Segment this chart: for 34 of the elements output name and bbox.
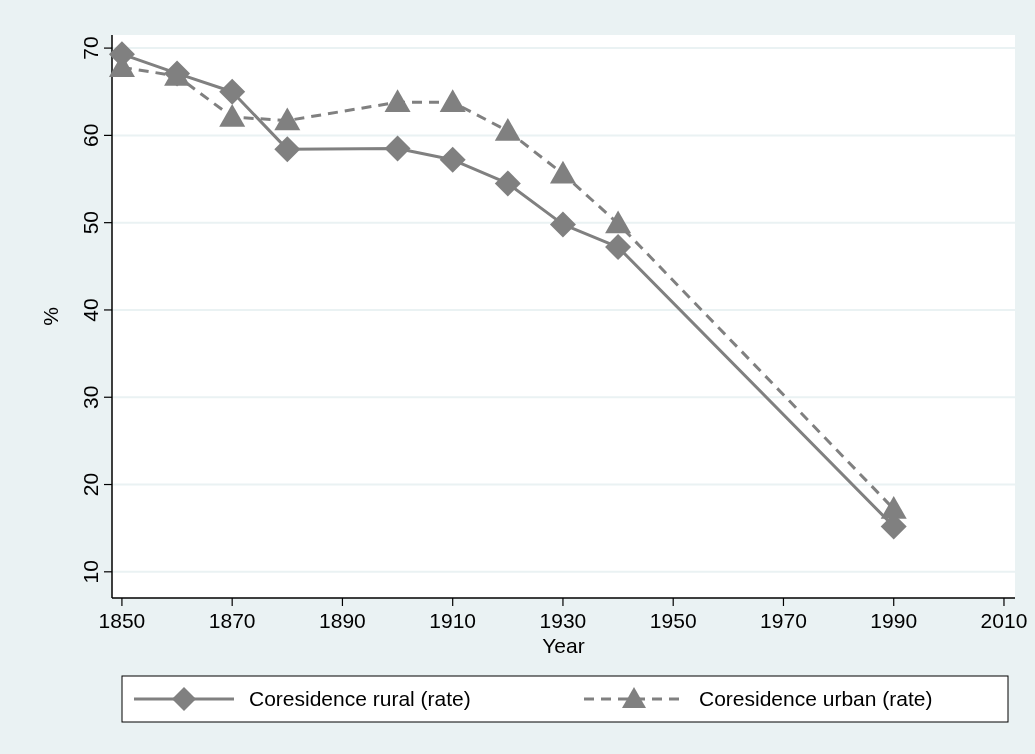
point <box>439 146 466 173</box>
x-axis-title: Year <box>542 634 585 657</box>
point <box>439 89 466 112</box>
y-tick-label: 30 <box>79 385 102 409</box>
x-tick-label: 1890 <box>319 609 366 632</box>
point <box>274 136 301 163</box>
point <box>384 89 411 112</box>
point <box>494 118 521 141</box>
y-tick-label: 10 <box>79 560 102 584</box>
x-tick-label: 1950 <box>649 609 697 632</box>
point <box>219 78 246 105</box>
y-tick-label: 50 <box>79 210 102 235</box>
point <box>605 210 632 234</box>
x-tick-label: 1850 <box>98 609 146 632</box>
point <box>384 135 411 162</box>
x-tick-label: 2010 <box>980 609 1028 632</box>
y-axis-title: % <box>39 307 62 326</box>
y-tick-label: 70 <box>79 36 102 60</box>
point <box>549 211 576 238</box>
x-tick-label: 1870 <box>208 609 256 632</box>
x-tick-label: 1930 <box>539 609 587 632</box>
legend-label: Coresidence urban (rate) <box>699 687 933 710</box>
y-tick-label: 40 <box>79 298 102 322</box>
point <box>219 104 246 127</box>
y-tick-label: 20 <box>79 472 102 497</box>
point <box>494 170 521 197</box>
point <box>605 234 632 261</box>
point <box>274 107 301 131</box>
legend-label: Coresidence rural (rate) <box>249 687 471 710</box>
x-tick-label: 1990 <box>870 609 918 632</box>
x-tick-label: 1970 <box>760 609 807 632</box>
y-tick-label: 60 <box>79 123 102 148</box>
point <box>549 160 576 184</box>
x-tick-label: 1910 <box>429 609 477 632</box>
